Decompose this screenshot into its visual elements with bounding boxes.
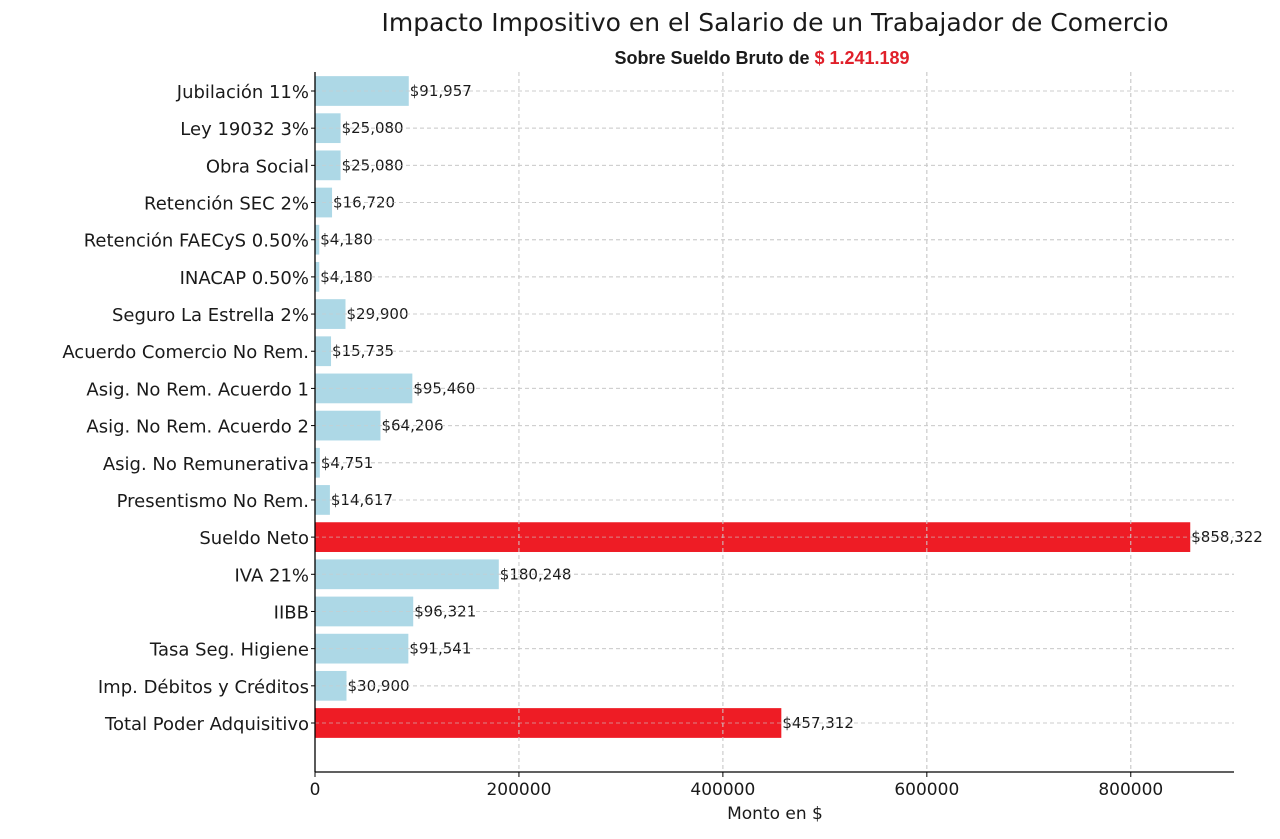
grid-overlay: [315, 72, 1234, 772]
data-label-7: $15,735: [332, 342, 394, 360]
y-tick-label-7: Acuerdo Comercio No Rem.: [62, 342, 309, 363]
bars: $91,957$25,080$25,080$16,720$4,180$4,180…: [315, 76, 1263, 738]
data-label-15: $91,541: [409, 640, 471, 658]
y-tick-label-17: Total Poder Adquisitivo: [104, 714, 309, 735]
data-label-9: $64,206: [381, 417, 443, 435]
y-tick-label-2: Obra Social: [206, 156, 309, 177]
y-tick-label-0: Jubilación 11%: [176, 82, 309, 103]
axes: Jubilación 11% Ley 19032 3% Obra Social Ret…: [62, 72, 1234, 800]
y-tick-label-12: Sueldo Neto: [199, 528, 309, 549]
data-label-0: $91,957: [410, 82, 472, 100]
y-tick-label-8: Asig. No Rem. Acuerdo 1: [86, 379, 309, 400]
y-tick-label-6: Seguro La Estrella 2%: [112, 305, 309, 326]
y-tick-label-1: Ley 19032 3%: [180, 119, 309, 140]
x-tick-label-2: 400000: [690, 780, 755, 800]
y-tick-label-5: INACAP 0.50%: [180, 268, 309, 289]
y-tick-label-10: Asig. No Remunerativa: [103, 454, 309, 475]
y-tick-label-13: IVA 21%: [234, 565, 309, 586]
chart-title: Impacto Impositivo en el Salario de un T…: [382, 8, 1169, 37]
y-tick-label-14: IIBB: [274, 602, 309, 623]
y-tick-label-11: Presentismo No Rem.: [117, 491, 309, 512]
y-tick-label-3: Retención SEC 2%: [144, 194, 309, 215]
y-tick-label-15: Tasa Seg. Higiene: [149, 640, 309, 661]
data-label-6: $29,900: [346, 305, 408, 323]
x-tick-label-4: 800000: [1098, 780, 1163, 800]
subtitle-amount: $ 1.241.189: [814, 48, 909, 68]
y-tick-label-16: Imp. Débitos y Créditos: [98, 677, 309, 698]
x-tick-label-0: 0: [310, 780, 321, 800]
data-label-11: $14,617: [331, 491, 393, 509]
x-tick-label-3: 600000: [894, 780, 959, 800]
grid: [315, 72, 1234, 772]
y-tick-label-9: Asig. No Rem. Acuerdo 2: [86, 417, 309, 438]
subtitle-prefix: Sobre Sueldo Bruto de: [614, 48, 814, 68]
data-label-10: $4,751: [321, 454, 374, 472]
x-axis-label: Monto en $: [727, 804, 823, 824]
data-label-17: $457,312: [782, 714, 854, 732]
chart-subtitle: Sobre Sueldo Bruto de $ 1.241.189: [614, 48, 909, 68]
y-tick-label-4: Retención FAECyS 0.50%: [84, 231, 309, 252]
data-label-14: $96,321: [414, 602, 476, 620]
x-tick-label-1: 200000: [486, 780, 551, 800]
